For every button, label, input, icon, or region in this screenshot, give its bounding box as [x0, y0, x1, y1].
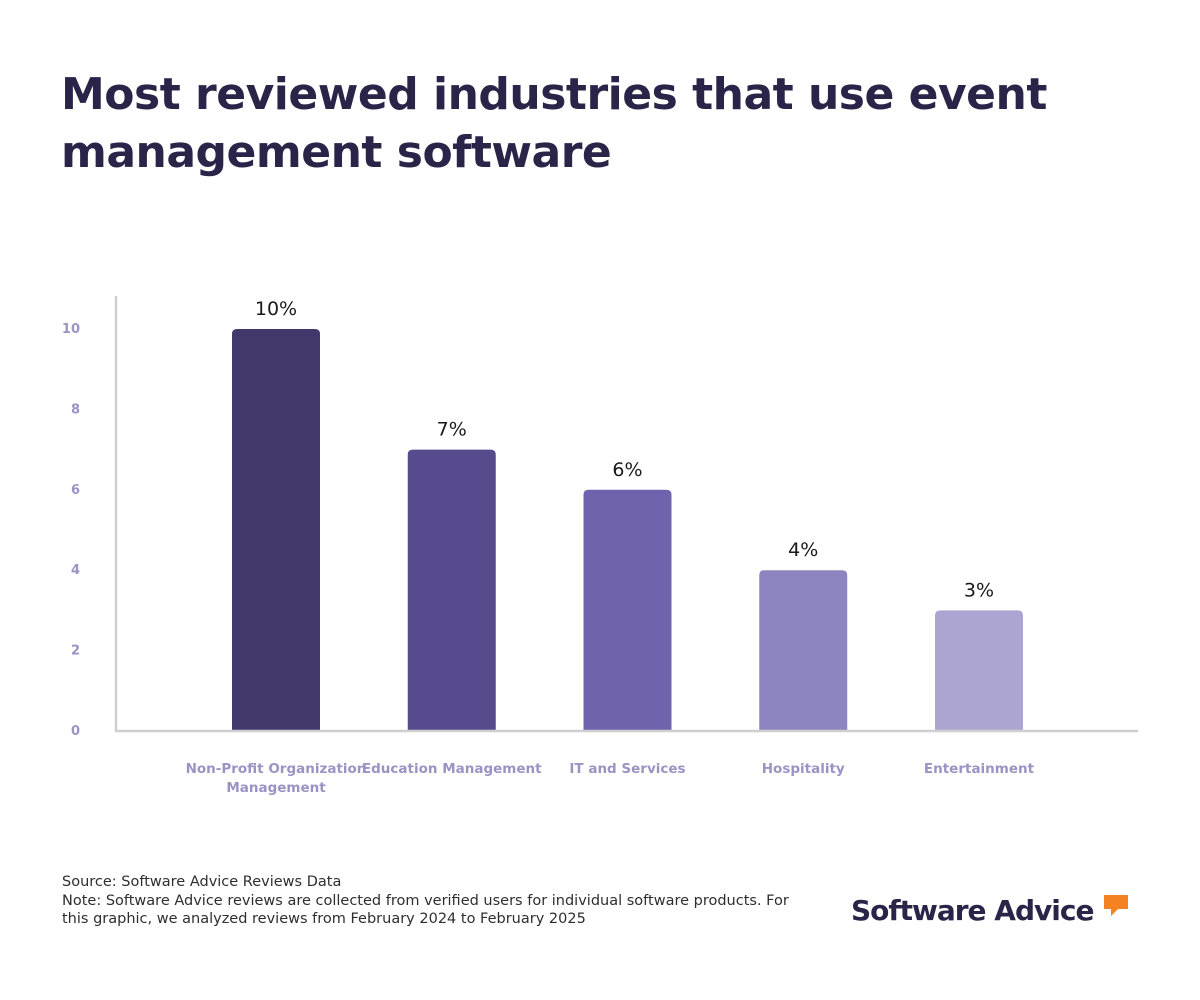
value-label: 3%: [964, 579, 994, 601]
chart-title: Most reviewed industries that use event …: [61, 69, 1047, 178]
bar: [583, 489, 672, 731]
category-label: Education Management: [362, 761, 542, 777]
speech-bubble-icon: [1104, 895, 1128, 916]
category-label: Non-Profit Organization: [186, 761, 367, 777]
value-label: 10%: [255, 298, 297, 320]
note-text: Note: Software Advice reviews are collec…: [62, 893, 789, 927]
bar: [232, 329, 320, 731]
category-label: Hospitality: [762, 761, 845, 777]
y-tick-label: 8: [71, 402, 80, 417]
category-label: IT and Services: [569, 761, 685, 777]
source-text: Source: Software Advice Reviews Data: [62, 874, 342, 890]
value-label: 6%: [612, 459, 642, 481]
value-label: 4%: [788, 539, 818, 561]
y-tick-label: 10: [62, 322, 80, 337]
y-tick-label: 2: [71, 644, 80, 659]
y-tick-label: 0: [71, 724, 80, 739]
category-label: Management: [226, 780, 326, 796]
logo-text: Software Advice: [851, 894, 1094, 927]
category-label: Entertainment: [924, 761, 1035, 777]
bar: [935, 610, 1023, 731]
bar: [759, 570, 848, 731]
value-label: 7%: [437, 419, 467, 441]
bar: [407, 449, 496, 731]
y-tick-label: 4: [71, 563, 80, 578]
y-tick-label: 6: [71, 483, 80, 498]
